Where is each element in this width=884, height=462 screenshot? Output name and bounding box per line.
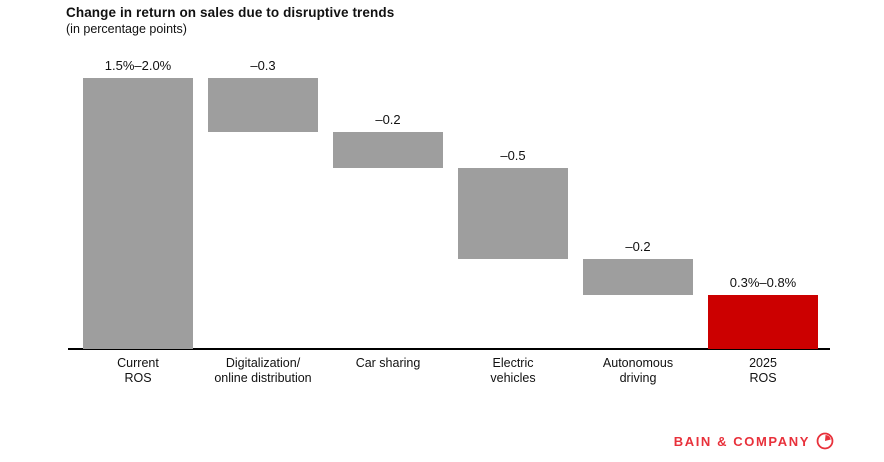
bar-current-ros bbox=[83, 78, 193, 349]
bar-digitalization bbox=[208, 78, 318, 133]
category-label-electric-vehicles: Electric vehicles bbox=[490, 356, 536, 385]
bar-electric-vehicles bbox=[458, 168, 568, 259]
bar-value-label-electric-vehicles: –0.5 bbox=[500, 148, 526, 164]
bar-autonomous-driving bbox=[583, 258, 693, 295]
category-label-digitalization: Digitalization/online distribution bbox=[214, 356, 312, 385]
brand-logo: BAIN & COMPANY bbox=[674, 432, 834, 450]
category-label-autonomous-driving: Autonomous driving bbox=[602, 356, 674, 385]
chart-title: Change in return on sales due to disrupt… bbox=[66, 5, 395, 20]
bar-value-label-car-sharing: –0.2 bbox=[375, 112, 401, 128]
bar-value-label-2025-ros: 0.3%–0.8% bbox=[729, 274, 797, 290]
brand-name: BAIN & COMPANY bbox=[673, 433, 810, 449]
bar-2025-ros bbox=[708, 294, 818, 349]
x-axis-line bbox=[68, 348, 830, 350]
chart-subtitle: (in percentage points) bbox=[66, 22, 187, 36]
category-label-2025-ros: 2025 ROS bbox=[749, 356, 777, 385]
bar-value-label-current-ros: 1.5%–2.0% bbox=[104, 58, 172, 73]
bain-compass-icon bbox=[816, 432, 834, 450]
category-label-current-ros: Current ROS bbox=[117, 356, 159, 385]
category-label-car-sharing: Car sharing bbox=[355, 356, 421, 370]
bar-car-sharing bbox=[333, 132, 443, 169]
bar-value-label-digitalization: –0.3 bbox=[250, 58, 276, 73]
bar-value-label-autonomous-driving: –0.2 bbox=[625, 238, 651, 254]
